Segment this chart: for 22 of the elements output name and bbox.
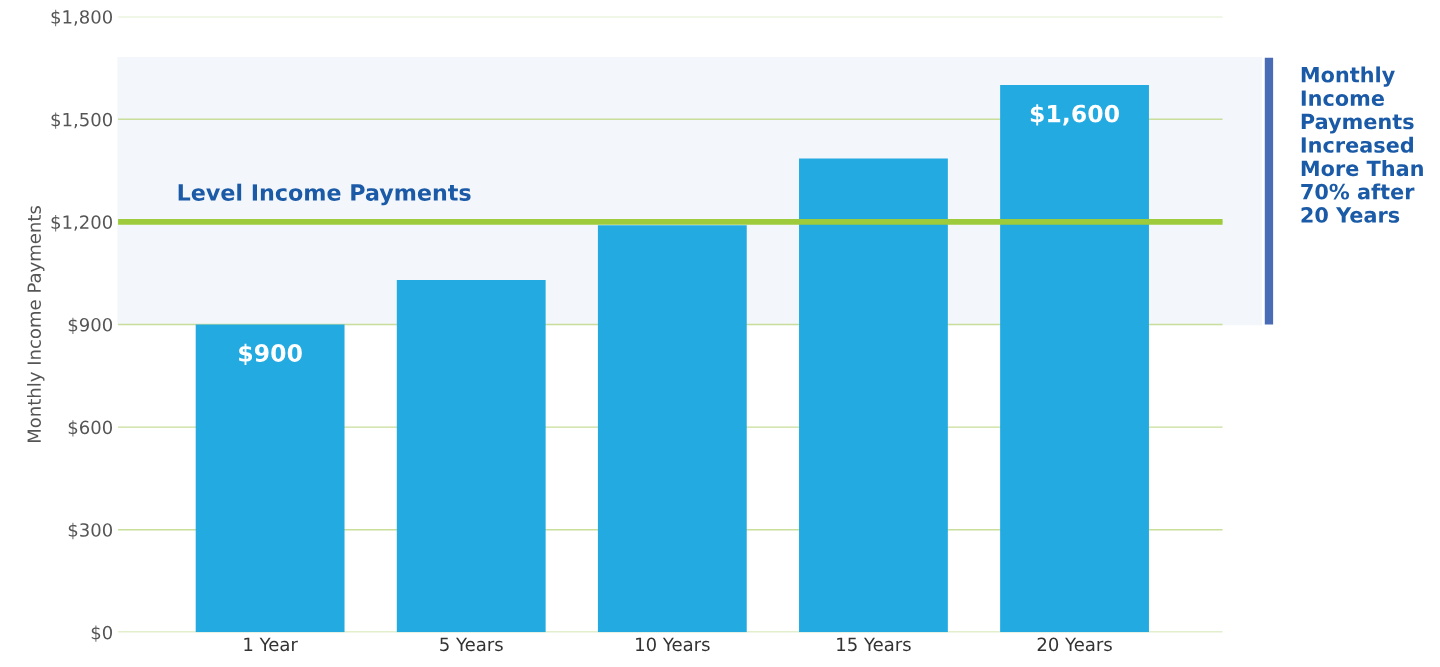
x-tick-label: 10 Years (636, 637, 710, 652)
bar (396, 280, 546, 633)
y-tick-label: $600 (68, 420, 113, 437)
x-tick-label: 5 Years (440, 637, 503, 652)
bar (597, 225, 747, 633)
bar (799, 158, 948, 633)
y-tick-label: $0 (91, 625, 113, 642)
y-tick-label: $900 (68, 317, 113, 335)
y-tick-label: $300 (68, 522, 113, 540)
y-axis-title: Monthly Income Payments (27, 206, 45, 443)
y-tick-label: $1,500 (51, 112, 113, 129)
band-label: Monthly Income Payments Increased More Than 70% after 20 Years (1301, 66, 1423, 223)
x-tick-label: 15 Years (837, 637, 911, 652)
x-tick-label: 1 Year (244, 637, 298, 652)
bar (195, 324, 345, 633)
bar (1000, 85, 1149, 633)
x-tick-label: 20 Years (1037, 637, 1112, 652)
data-label: $900 (239, 343, 302, 366)
y-tick-label: $1,800 (51, 9, 113, 27)
data-label: $1,600 (1030, 104, 1119, 126)
y-tick-label: $1,200 (51, 215, 113, 232)
ref-line-label: Level Income Payments (178, 183, 471, 206)
